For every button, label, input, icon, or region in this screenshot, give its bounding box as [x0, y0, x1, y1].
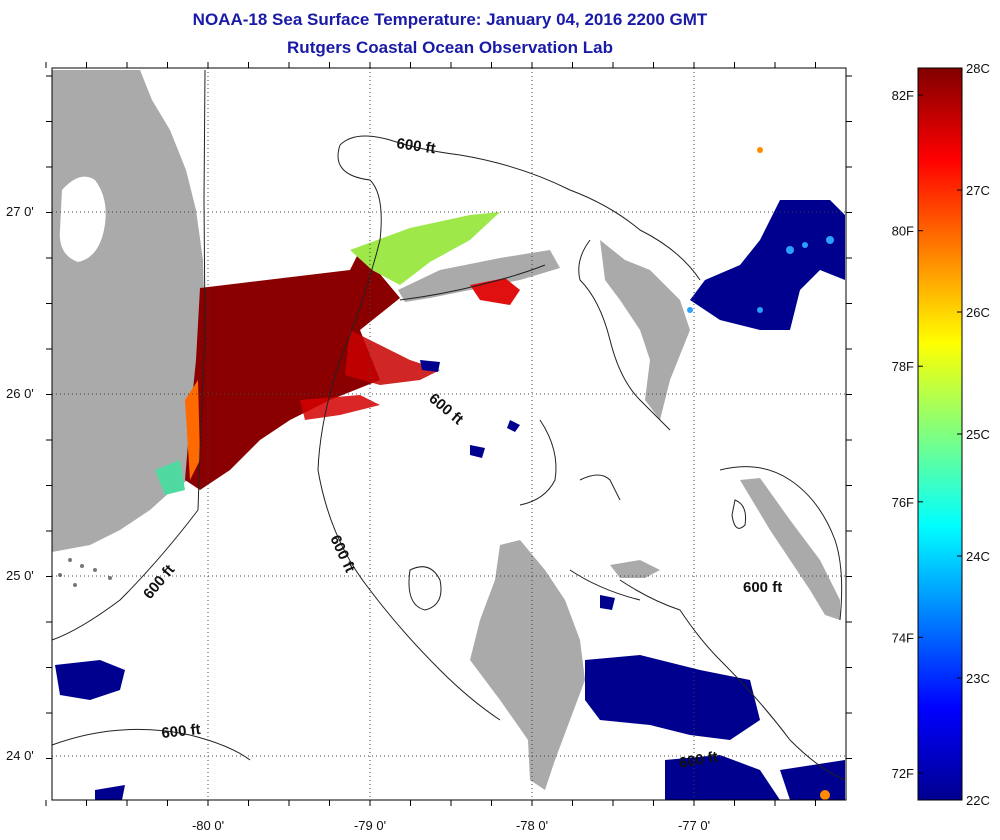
- contour-label-6: 600 ft: [743, 579, 782, 596]
- colorbar-fahrenheit-label: 82F: [892, 88, 914, 103]
- lat-label-26: 26 0': [6, 386, 34, 401]
- colorbar-celsius-label: 23C: [966, 671, 990, 686]
- contour-label-5: 600 ft: [161, 721, 202, 742]
- lon-label-78: -78 0': [516, 818, 548, 833]
- colorbar-celsius-label: 28C: [966, 61, 990, 76]
- graticule: [52, 68, 846, 800]
- colorbar-celsius-label: 26C: [966, 305, 990, 320]
- colorbar-labels: 28C 27C 26C 25C 24C 23C 22C 82F 80F 78F 76F 74F 72F: [892, 61, 990, 808]
- andros-land: [470, 540, 585, 790]
- colorbar-celsius-label: 25C: [966, 427, 990, 442]
- sst-coast-orange: [185, 380, 200, 480]
- lon-label-79: -79 0': [354, 818, 386, 833]
- sst-swath-red: [345, 330, 440, 385]
- lon-label-80: -80 0': [192, 818, 224, 833]
- lat-ticks: [46, 75, 852, 759]
- florida-keys: [58, 558, 112, 587]
- sst-swath-cool: [350, 212, 500, 285]
- sst-swath-red2: [300, 395, 380, 420]
- contour-label-1: 600 ft: [395, 135, 436, 157]
- map-frame: [51, 67, 847, 801]
- lat-label-25: 25 0': [6, 568, 34, 583]
- colorbar-fahrenheit-label: 74F: [892, 630, 914, 645]
- sst-warm-spot-2: [757, 147, 763, 153]
- map-subtitle: Rutgers Coastal Ocean Observation Lab: [287, 38, 613, 57]
- colorbar-celsius-label: 24C: [966, 549, 990, 564]
- colorbar-celsius-label: 22C: [966, 793, 990, 808]
- sst-cool-spots: [687, 236, 834, 313]
- colorbar-ticks: [918, 67, 962, 801]
- lat-label-27: 27 0': [6, 204, 34, 219]
- colorbar-fahrenheit-label: 72F: [892, 766, 914, 781]
- eleuthera-land: [740, 478, 840, 620]
- bathymetry-contours: [51, 69, 846, 781]
- lon-label-77: -77 0': [678, 818, 710, 833]
- new-providence-land: [610, 560, 660, 578]
- contour-label-7: 600 ft: [678, 748, 720, 772]
- lon-ticks: [45, 62, 816, 806]
- grand-bahama-land: [398, 250, 560, 302]
- colorbar-fahrenheit-label: 78F: [892, 359, 914, 374]
- sst-warm-spot: [820, 790, 830, 800]
- colorbar-fahrenheit-label: 76F: [892, 495, 914, 510]
- map-title: NOAA-18 Sea Surface Temperature: January…: [192, 10, 708, 29]
- abaco-land: [600, 240, 690, 420]
- sst-swath-warm: [185, 250, 400, 490]
- lat-label-24: 24 0': [6, 748, 34, 763]
- colorbar-celsius-label: 27C: [966, 183, 990, 198]
- colorbar: [917, 67, 963, 801]
- lake-okeechobee: [59, 176, 106, 262]
- colorbar-fahrenheit-label: 80F: [892, 224, 914, 239]
- sst-coast-cyan: [155, 460, 185, 495]
